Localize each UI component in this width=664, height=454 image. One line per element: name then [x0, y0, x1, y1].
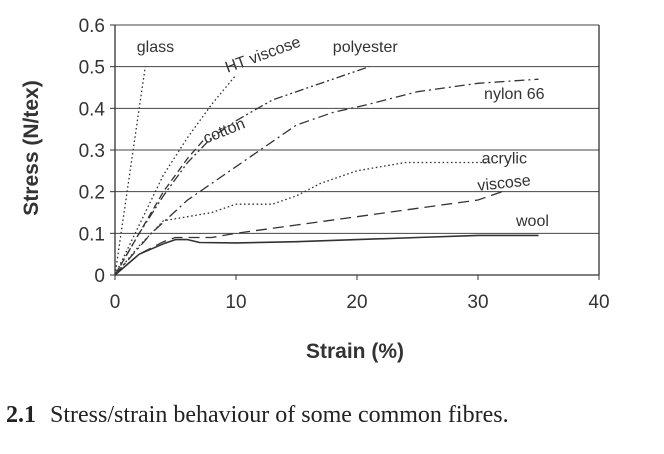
gridlines — [115, 24, 599, 234]
series-label-acrylic: acrylic — [482, 150, 527, 167]
x-tick-label-3: 30 — [467, 292, 488, 313]
x-tick-label-1: 10 — [225, 292, 246, 313]
series-line-glass — [114, 66, 146, 276]
x-axis-title: Strain (%) — [306, 340, 404, 363]
y-tick-label-2: 0.2 — [79, 183, 105, 204]
series-label-glass: glass — [137, 39, 174, 56]
series-label-viscose: viscose — [477, 172, 532, 194]
series-label-polyester: polyester — [333, 39, 399, 56]
series-label-nylon-66: nylon 66 — [484, 86, 545, 103]
y-tick-label-1: 0.1 — [79, 224, 105, 245]
y-axis-title: Stress (N/tex) — [20, 80, 43, 215]
tick-labels: 0 10 20 30 40 0 0.1 0.2 0.3 0.4 0.5 0.6 — [79, 16, 610, 313]
x-tick-label-0: 0 — [110, 292, 121, 313]
stress-strain-chart: 0 10 20 30 40 0 0.1 0.2 0.3 0.4 0.5 0.6 glass HT vis… — [20, 16, 610, 363]
series-line-cotton — [114, 137, 207, 276]
series-line-viscose — [114, 191, 503, 276]
series-label-ht-viscose: HT viscose — [223, 34, 303, 77]
x-tick-label-2: 20 — [346, 292, 367, 313]
figure-number: 2.1 — [6, 402, 36, 428]
series-line-nylon-66 — [114, 78, 539, 276]
series-label-cotton: cotton — [201, 115, 248, 147]
y-tick-label-4: 0.4 — [79, 99, 106, 120]
y-tick-label-3: 0.3 — [79, 141, 105, 162]
series-line-polyester — [114, 66, 370, 276]
y-tick-label-6: 0.6 — [79, 16, 105, 37]
series-line-acrylic — [114, 161, 491, 276]
x-tick-label-4: 40 — [588, 292, 609, 313]
series-line-wool — [114, 234, 539, 276]
series-lines — [114, 66, 539, 276]
series-labels: glass HT viscose cotton polyester nylon 66 ac… — [137, 34, 549, 230]
series-label-wool: wool — [515, 213, 549, 230]
figure-caption-text: Stress/strain behaviour of some common f… — [50, 402, 509, 428]
y-tick-label-0: 0 — [94, 266, 105, 287]
y-tick-label-5: 0.5 — [79, 58, 105, 79]
figure-caption: 2.1 Stress/strain behaviour of some commo… — [6, 402, 509, 429]
series-line-ht-viscose — [114, 74, 237, 276]
